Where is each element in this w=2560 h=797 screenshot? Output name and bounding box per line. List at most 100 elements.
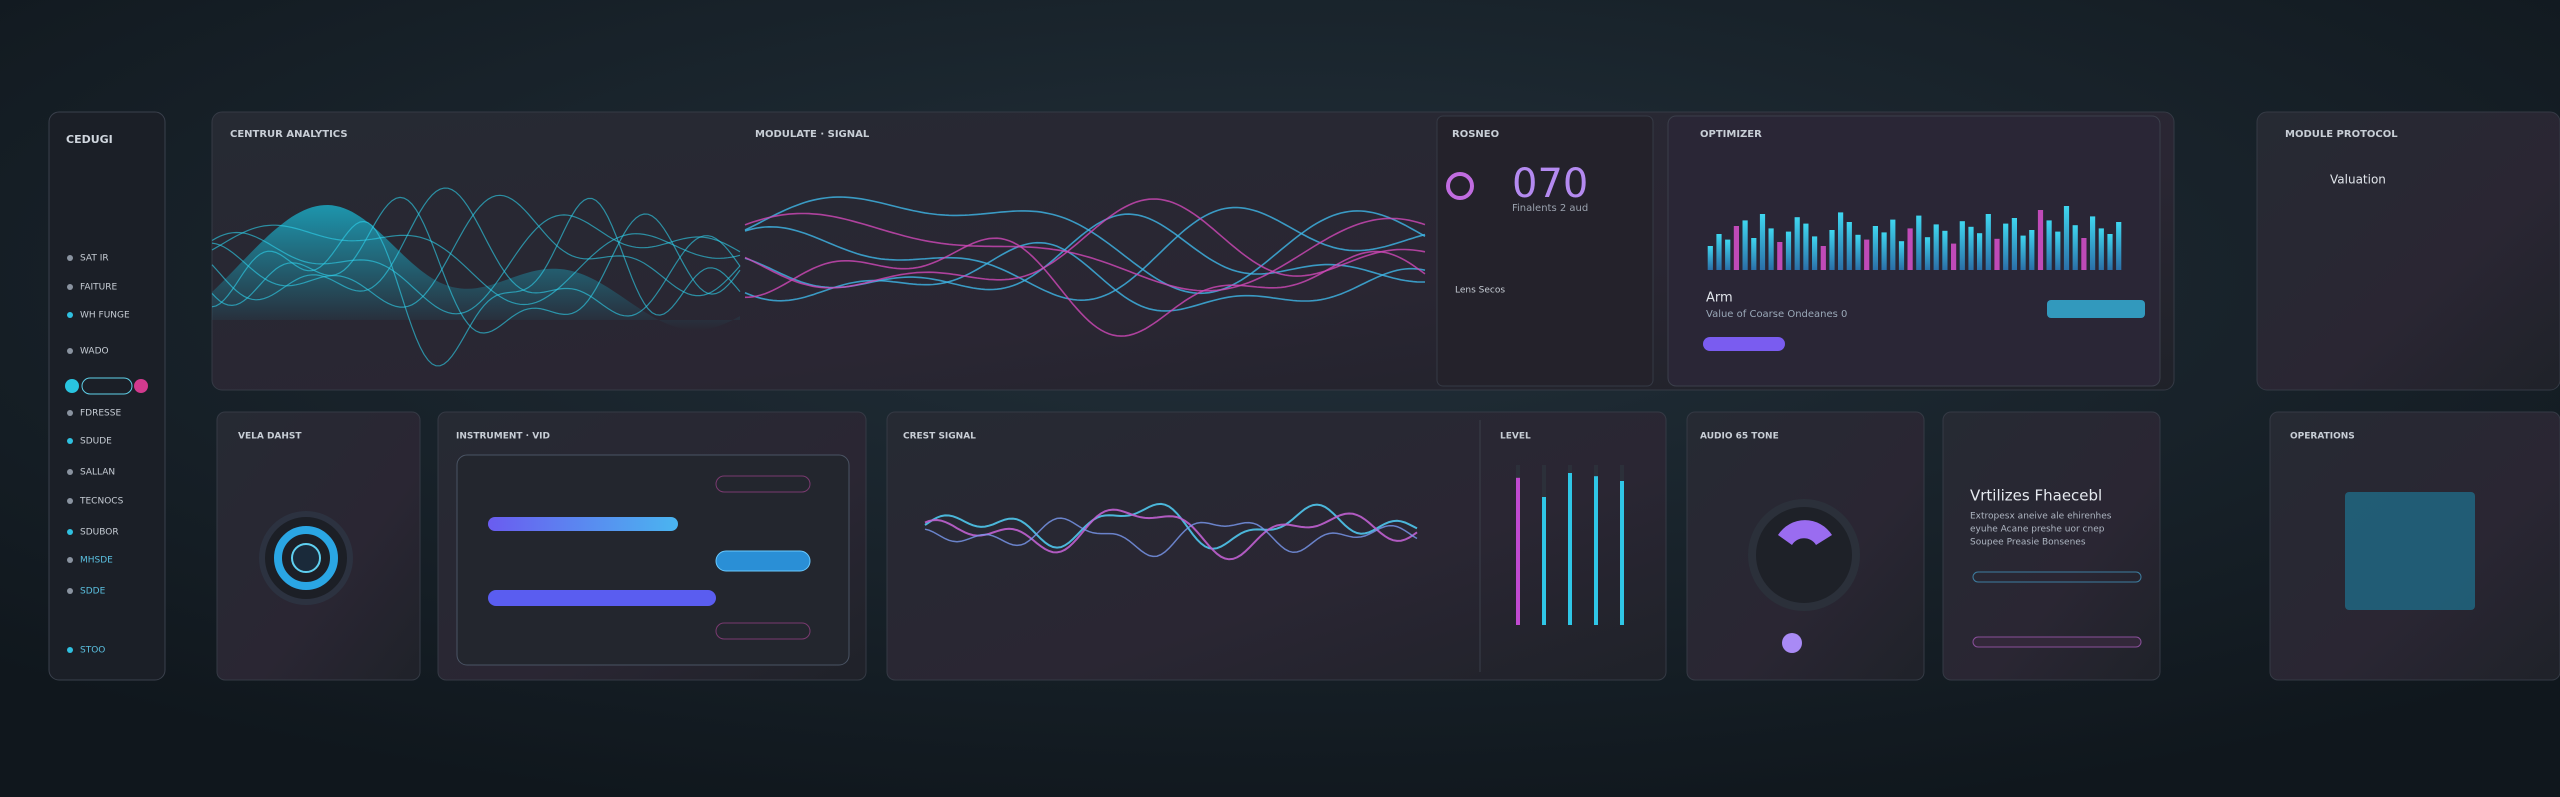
- header: Valuation: [2330, 173, 2386, 187]
- bar: [1794, 217, 1800, 270]
- nav-item: FAITURE: [80, 283, 118, 293]
- knob-center: [291, 543, 321, 573]
- wave: [211, 196, 741, 334]
- wave: [211, 214, 741, 315]
- button[interactable]: [715, 550, 811, 572]
- chip-group[interactable]: [2047, 300, 2145, 318]
- bar: [1864, 239, 1870, 270]
- spectrum-panel: [886, 411, 1667, 681]
- nav-item: STOO: [80, 646, 105, 656]
- nav-item: MHSDE: [80, 556, 113, 566]
- wave: [744, 237, 1426, 337]
- nav-icon: [67, 469, 73, 475]
- bar: [1898, 241, 1905, 270]
- bar: [1942, 230, 1948, 270]
- field[interactable]: [715, 475, 811, 493]
- bar: [1751, 238, 1757, 270]
- panel-title: OPERATIONS: [2290, 432, 2355, 442]
- bar: [1846, 222, 1852, 270]
- wave: [744, 241, 1426, 312]
- nav-item: SDUBOR: [80, 528, 119, 538]
- dial-arc: [1778, 520, 1832, 545]
- nav-item: WADO: [80, 347, 109, 357]
- wave: [924, 502, 1418, 550]
- bar: [1985, 214, 1991, 270]
- big-value: 070: [1512, 161, 1588, 207]
- right-panel: [2256, 111, 2560, 391]
- nav-icon: [67, 255, 73, 261]
- knob-ring: [274, 526, 338, 590]
- bar: [1968, 226, 1974, 270]
- level-bar: [1516, 477, 1520, 625]
- bar: [1855, 234, 1861, 270]
- bar: [1759, 214, 1766, 270]
- panel-title: VELA DAHST: [238, 432, 302, 442]
- optimization-panel: [1667, 115, 2161, 387]
- toggle[interactable]: [81, 377, 133, 395]
- sidebar-title: CEDUGI: [66, 133, 113, 146]
- bar: [1707, 246, 1713, 270]
- notice-title: Vrtilizes Fhaecebl: [1970, 487, 2102, 505]
- wave: [211, 224, 741, 306]
- bar: [2020, 235, 2026, 270]
- nav-item: SAT IR: [80, 254, 109, 264]
- caption: Finalents 2 aud: [1512, 203, 1588, 214]
- bar: [1951, 243, 1957, 270]
- bar: [1872, 226, 1878, 270]
- notice-line: Extropesx aneive ale ehirenhes: [1970, 512, 2112, 522]
- notice-panel: [1942, 411, 2161, 681]
- label: Arm: [1706, 291, 1733, 306]
- decorations: [211, 187, 1426, 561]
- bar: [1907, 228, 1913, 270]
- wave: [211, 197, 741, 367]
- bar: [2116, 222, 2122, 270]
- note: Lens Secos: [1455, 286, 1505, 296]
- bar: [1924, 237, 1931, 270]
- wave: [744, 212, 1426, 292]
- bar: [1881, 232, 1887, 270]
- bar: [1959, 221, 1965, 270]
- bar: [1768, 228, 1774, 270]
- slider[interactable]: [488, 590, 716, 606]
- wave: [744, 196, 1426, 295]
- nav-item: TECNOCS: [79, 497, 124, 507]
- level-bar: [1620, 481, 1624, 625]
- bar: [2090, 216, 2096, 270]
- progress: [1972, 571, 2142, 583]
- panel-title: LEVEL: [1500, 432, 1531, 442]
- nav-icon: [67, 348, 73, 354]
- bar: [2098, 228, 2104, 270]
- bar: [2063, 206, 2070, 270]
- caption: Value of Coarse Ondeanes 0: [1706, 309, 1847, 320]
- bar: [2107, 234, 2113, 270]
- panel-title: CENTRUR ANALYTICS: [230, 129, 348, 140]
- nav-icon: [67, 410, 73, 416]
- bar: [1725, 239, 1731, 270]
- bar: [1820, 246, 1826, 270]
- nav-icon: [67, 529, 73, 535]
- nav-icon: [67, 498, 73, 504]
- bar: [1890, 219, 1896, 270]
- bar: [2037, 210, 2044, 270]
- slider[interactable]: [488, 517, 678, 531]
- indicator: [1782, 633, 1802, 653]
- field[interactable]: [715, 622, 811, 640]
- bar: [2046, 220, 2052, 270]
- bar: [1838, 212, 1844, 270]
- wave: [924, 517, 1418, 558]
- panel-title: OPTIMIZER: [1700, 129, 1762, 140]
- display-panel: [1436, 115, 1654, 387]
- bar: [2003, 223, 2009, 270]
- bar: [1733, 226, 1739, 270]
- panel-title: MODULATE · SIGNAL: [755, 129, 870, 140]
- nav-item: SDDE: [80, 587, 106, 597]
- dial[interactable]: [1748, 499, 1860, 611]
- level-bar: [1594, 476, 1598, 625]
- nav-icon: [67, 312, 73, 318]
- toggle-dot: [134, 379, 148, 393]
- nav-icon: [67, 284, 73, 290]
- status-ring: [1446, 172, 1474, 200]
- bar: [1994, 238, 2000, 270]
